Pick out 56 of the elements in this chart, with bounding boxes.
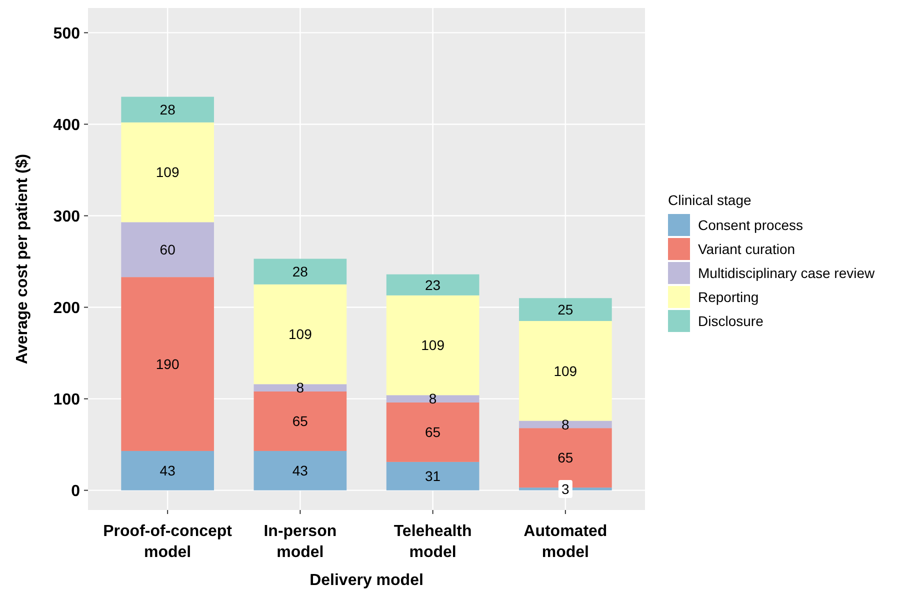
bar bbox=[386, 274, 480, 296]
data-label: 23 bbox=[425, 276, 441, 293]
data-label: 28 bbox=[292, 263, 308, 280]
bar bbox=[519, 298, 612, 322]
data-label: 65 bbox=[425, 424, 441, 440]
x-tick-label: Telehealth model bbox=[394, 523, 472, 561]
legend-title: Clinical stage bbox=[668, 192, 752, 208]
bar bbox=[386, 402, 480, 462]
data-label: 3 bbox=[562, 480, 570, 497]
bar bbox=[121, 450, 214, 490]
data-label: 25 bbox=[558, 301, 574, 318]
data-label: 109 bbox=[421, 337, 445, 354]
bar bbox=[121, 222, 214, 278]
legend-label: Multidisciplinary case review bbox=[698, 264, 876, 281]
data-label: 8 bbox=[428, 390, 437, 407]
y-tick-label: 500 bbox=[53, 25, 80, 42]
legend-label: Variant curation bbox=[698, 240, 796, 257]
data-label: 8 bbox=[296, 380, 304, 396]
bar bbox=[121, 277, 214, 451]
x-tick-label: Automated model bbox=[524, 523, 608, 561]
bar bbox=[254, 450, 347, 490]
bar bbox=[386, 462, 480, 490]
data-label: 31 bbox=[425, 468, 441, 484]
data-label: 28 bbox=[160, 101, 176, 118]
legend-label: Disclosure bbox=[698, 312, 764, 329]
bar bbox=[386, 395, 480, 402]
data-label: 43 bbox=[292, 462, 308, 479]
y-tick-label: 0 bbox=[71, 482, 80, 500]
y-tick-label: 200 bbox=[53, 300, 80, 317]
data-label: 109 bbox=[288, 326, 312, 342]
bar bbox=[254, 384, 347, 392]
x-tick-label: Proof-of-concept model bbox=[103, 523, 233, 561]
y-tick-label: 100 bbox=[53, 391, 80, 408]
data-label: 43 bbox=[160, 462, 176, 479]
bar bbox=[519, 420, 612, 428]
legend-label: Consent process bbox=[698, 216, 804, 233]
bar bbox=[254, 391, 347, 451]
legend-label: Reporting bbox=[698, 288, 759, 305]
data-label: 190 bbox=[156, 356, 180, 372]
y-axis-title: Average cost per patient ($) bbox=[14, 154, 31, 364]
x-axis-title: Delivery model bbox=[310, 572, 424, 589]
data-label: 65 bbox=[292, 413, 308, 430]
data-label: 109 bbox=[554, 362, 578, 379]
bar bbox=[254, 258, 347, 284]
data-label: 109 bbox=[156, 164, 180, 180]
data-label: 60 bbox=[160, 242, 176, 258]
y-tick-label: 300 bbox=[53, 208, 80, 226]
bar bbox=[121, 122, 214, 222]
y-tick-label: 400 bbox=[53, 116, 80, 134]
data-label: 65 bbox=[558, 450, 574, 466]
bar bbox=[121, 96, 214, 122]
x-tick-label: In-person model bbox=[264, 523, 337, 561]
data-label: 8 bbox=[562, 416, 570, 432]
bar bbox=[254, 284, 347, 384]
bar bbox=[519, 321, 612, 421]
bar bbox=[386, 295, 480, 396]
